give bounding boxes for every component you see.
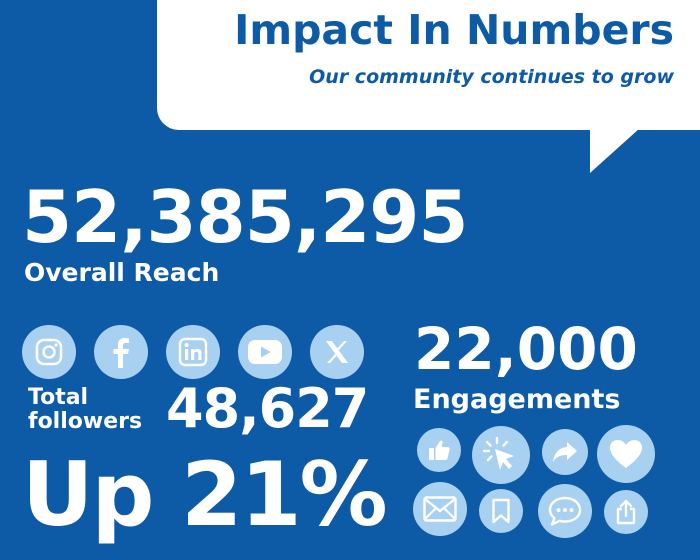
click-icon [472,426,530,484]
share-arrow-icon [542,429,588,475]
page-title: Impact In Numbers [234,6,674,54]
growth-value: Up 21% [22,443,388,546]
followers-label-line2: followers [28,409,143,434]
engagements-value: 22,000 [414,315,638,383]
followers-value: 48,627 [166,377,369,440]
reach-value: 52,385,295 [22,175,468,259]
linkedin-icon [166,325,220,379]
instagram-icon [22,325,76,379]
mail-icon [413,482,467,536]
bookmark-icon [479,489,523,533]
thumbs-up-icon [417,428,461,472]
heart-icon [597,425,655,483]
facebook-icon [94,325,148,379]
page-subtitle: Our community continues to grow [309,66,674,88]
youtube-icon [238,325,292,379]
chat-bubble-icon [538,484,592,538]
followers-label-line1: Total [28,385,89,410]
bubble-tail [590,128,640,173]
reach-label: Overall Reach [24,258,220,287]
social-icons-row [22,325,364,379]
header-bubble [157,0,700,130]
x-icon [310,325,364,379]
followers-label: Total followers [28,386,142,434]
upload-icon [604,490,648,534]
engagements-label: Engagements [413,384,621,415]
